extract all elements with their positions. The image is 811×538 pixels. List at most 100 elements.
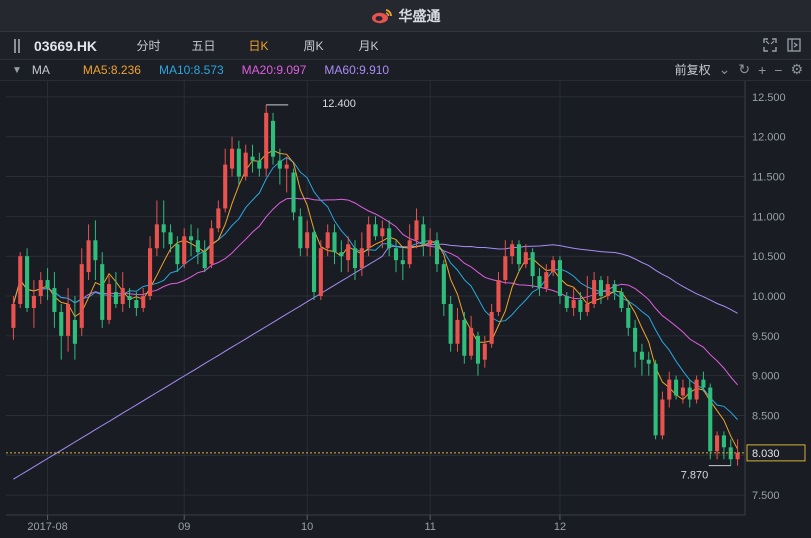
candle-body — [626, 307, 631, 328]
candle-body — [175, 244, 180, 265]
expand-icon[interactable] — [763, 38, 777, 52]
x-tick-label: 2017-08 — [27, 521, 67, 533]
candle-body — [45, 280, 50, 289]
candle-body — [469, 327, 474, 356]
candle-body — [311, 232, 317, 293]
candle-body — [79, 264, 84, 328]
x-tick-label: 09 — [178, 521, 190, 533]
candle-body — [721, 435, 726, 448]
candle-body — [715, 435, 720, 452]
candle-body — [339, 252, 344, 257]
title-bar: 华盛通 — [0, 0, 811, 32]
adjust-mode-select[interactable]: 前复权 — [674, 63, 711, 77]
y-tick-label: 12.000 — [752, 132, 786, 144]
candle-body — [674, 379, 679, 396]
candle-body — [202, 252, 207, 269]
candle-body — [612, 284, 617, 293]
ma20-value: MA20:9.097 — [241, 63, 307, 77]
min-price-label: 7.870 — [681, 470, 709, 482]
indicator-name[interactable]: MA — [31, 63, 50, 77]
candle-body — [735, 452, 740, 460]
candle-body — [38, 280, 43, 297]
candle-body — [250, 156, 255, 161]
candle-body — [154, 224, 159, 249]
candle-body — [298, 216, 303, 249]
candle-body — [284, 164, 289, 169]
minus-icon[interactable]: − — [774, 61, 783, 78]
candle-body — [352, 248, 358, 269]
tab-monthly-k[interactable]: 月K — [358, 39, 379, 53]
candle-body — [59, 311, 64, 336]
candle-body — [687, 387, 692, 400]
last-price-label: 8.030 — [752, 448, 780, 460]
candle-body — [332, 232, 337, 253]
candle-body — [585, 303, 590, 312]
candle-body — [31, 296, 36, 308]
candle-body — [680, 387, 685, 396]
candle-body — [113, 292, 118, 304]
candle-body — [441, 264, 446, 304]
candle-body — [127, 296, 132, 300]
candle-body — [66, 303, 71, 336]
candle-body — [380, 228, 385, 237]
candle-body — [366, 224, 371, 249]
candle-body — [421, 224, 426, 245]
candle-body — [373, 224, 378, 237]
refresh-icon[interactable]: ↻ — [738, 61, 751, 77]
candle-body — [660, 399, 665, 436]
chevron-down-icon[interactable]: ⌄ — [718, 61, 731, 77]
candle-body — [318, 248, 323, 297]
side-panel-icon[interactable] — [787, 38, 801, 52]
candle-body — [72, 319, 77, 344]
candle-body — [592, 280, 597, 304]
plus-icon[interactable]: + — [758, 61, 767, 78]
candle-body — [182, 236, 187, 265]
candle-body — [475, 335, 481, 364]
candle-body — [305, 232, 310, 249]
candle-body — [489, 311, 494, 344]
ma5-line — [12, 149, 739, 450]
candle-body — [243, 152, 248, 177]
chevron-down-icon[interactable]: ▼ — [12, 64, 22, 76]
ma10-value: MA10:8.573 — [158, 63, 224, 77]
x-tick-label: 12 — [554, 521, 566, 533]
tab-intraday[interactable]: 分时 — [136, 39, 161, 53]
y-tick-label: 9.000 — [752, 371, 780, 383]
tab-five-day[interactable]: 五日 — [191, 39, 216, 53]
candle-body — [52, 288, 57, 312]
weibo-logo-icon — [371, 8, 392, 23]
candle-body — [667, 379, 672, 400]
candle-body — [223, 164, 228, 209]
candle-body — [148, 248, 153, 297]
candle-body — [11, 303, 16, 328]
candle-body — [448, 303, 453, 344]
candle-body — [414, 220, 419, 241]
candle-body — [455, 319, 460, 344]
candle-body — [141, 296, 146, 308]
indicator-bar: ▼ MA MA5:8.236 MA10:8.573 MA20:9.097 MA6… — [0, 60, 811, 81]
candlestick-chart[interactable]: 12.500 12.000 11.500 11.000 10.500 10.000 9.50… — [0, 81, 811, 538]
drag-handle-icon[interactable] — [14, 38, 24, 53]
candle-body — [551, 260, 556, 273]
ma5-value: MA5:8.236 — [82, 63, 141, 77]
candle-body — [18, 256, 23, 304]
candle-body — [93, 240, 98, 261]
brand-name: 华盛通 — [398, 7, 441, 24]
plot-background — [0, 81, 811, 538]
candle-body — [503, 256, 508, 281]
candle-body — [428, 240, 433, 245]
y-tick-label: 8.500 — [752, 410, 780, 422]
y-tick-label: 7.500 — [752, 490, 780, 502]
candle-body — [291, 172, 296, 213]
candle-body — [325, 232, 330, 249]
candle-body — [516, 244, 522, 265]
candle-body — [639, 351, 644, 360]
candle-body — [701, 379, 706, 388]
tab-weekly-k[interactable]: 周K — [303, 39, 324, 53]
tab-daily-k[interactable]: 日K — [248, 39, 269, 53]
gear-icon[interactable]: ⚙ — [790, 61, 803, 77]
candle-body — [387, 228, 392, 249]
candle-body — [510, 244, 515, 257]
y-tick-label: 9.500 — [752, 331, 780, 343]
ma20-line — [12, 197, 738, 386]
